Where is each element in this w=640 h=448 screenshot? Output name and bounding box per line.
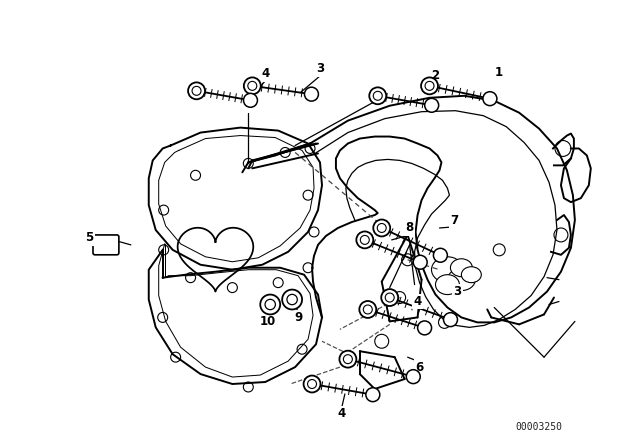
Text: 8: 8 [406, 221, 413, 234]
Circle shape [418, 321, 431, 335]
Circle shape [260, 294, 280, 314]
Ellipse shape [447, 269, 476, 291]
Text: 3: 3 [453, 285, 461, 298]
Circle shape [406, 370, 420, 383]
Circle shape [339, 351, 356, 368]
Text: 3: 3 [316, 62, 324, 75]
Circle shape [373, 220, 390, 237]
Circle shape [425, 98, 438, 112]
Circle shape [303, 375, 321, 392]
Ellipse shape [461, 267, 481, 283]
Circle shape [244, 78, 260, 95]
Text: 5: 5 [85, 232, 93, 245]
Circle shape [188, 82, 205, 99]
Circle shape [305, 87, 319, 101]
Ellipse shape [451, 259, 472, 277]
Text: 00003250: 00003250 [516, 422, 563, 432]
Text: 2: 2 [431, 69, 440, 82]
Circle shape [366, 388, 380, 402]
Ellipse shape [435, 275, 460, 294]
Text: 6: 6 [415, 361, 424, 374]
Circle shape [369, 87, 386, 104]
Circle shape [359, 301, 376, 318]
Text: 9: 9 [294, 311, 302, 324]
Circle shape [356, 232, 373, 248]
Circle shape [243, 93, 257, 107]
Circle shape [444, 313, 458, 327]
Text: 4: 4 [413, 295, 422, 308]
Text: 4: 4 [338, 407, 346, 420]
FancyBboxPatch shape [93, 235, 119, 255]
Circle shape [483, 92, 497, 106]
Circle shape [433, 248, 447, 262]
Text: 1: 1 [495, 66, 503, 79]
Circle shape [413, 255, 427, 269]
Circle shape [381, 289, 398, 306]
Circle shape [282, 289, 302, 310]
Text: 10: 10 [260, 315, 276, 328]
Text: 7: 7 [451, 214, 458, 227]
Text: 4: 4 [261, 68, 269, 81]
Circle shape [421, 78, 438, 95]
Ellipse shape [431, 257, 463, 283]
